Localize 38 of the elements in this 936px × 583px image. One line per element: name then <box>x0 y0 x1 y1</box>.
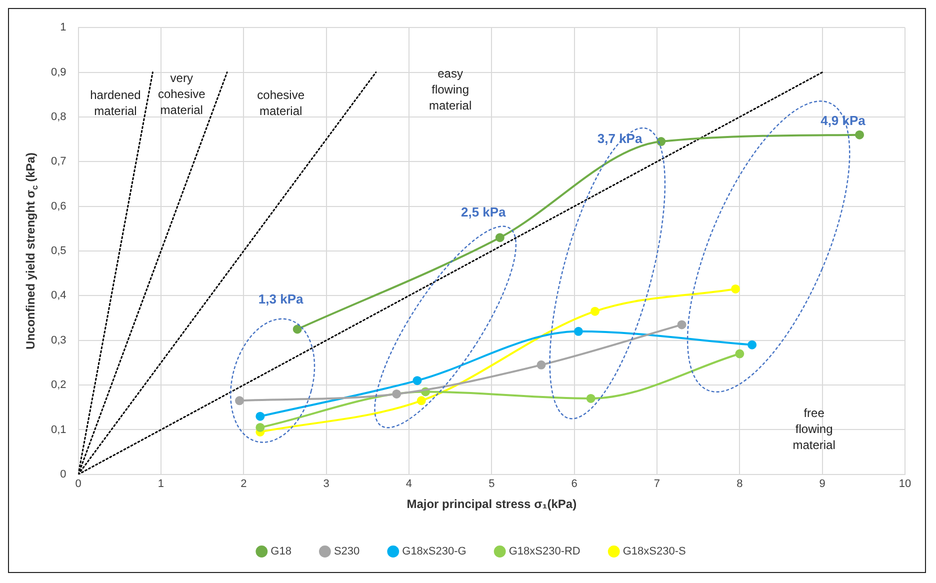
y-tick-label: 0,5 <box>50 245 66 258</box>
x-tick-label: 4 <box>406 478 412 490</box>
legend-label: G18xS230-RD <box>508 546 580 558</box>
y-tick-label: 0,1 <box>50 424 66 436</box>
y-tick-label: 0,9 <box>50 66 66 78</box>
y-tick-label: 0,4 <box>50 290 66 302</box>
x-tick-label: 1 <box>158 478 164 490</box>
x-tick-label: 2 <box>240 478 247 490</box>
x-tick-label: 0 <box>75 478 82 490</box>
x-tick-label: 5 <box>488 478 495 490</box>
annotation: 2,5 kPa <box>460 204 507 220</box>
x-axis-title: Major principal stress σ₁(kPa) <box>406 497 577 512</box>
y-tick-label: 0,8 <box>50 110 66 123</box>
legend-label: S230 <box>334 546 360 558</box>
annotation: hardened material <box>90 88 141 118</box>
annotation: 1,3 kPa <box>258 292 304 307</box>
y-tick-label: 0,6 <box>50 200 66 212</box>
y-tick-label: 1 <box>60 22 66 34</box>
annotation: 3,7 kPa <box>597 130 643 146</box>
x-tick-label: 10 <box>898 478 912 490</box>
y-tick-label: 0,7 <box>50 156 66 168</box>
annotation: easy flowing material <box>428 66 472 112</box>
x-tick-label: 7 <box>654 478 660 490</box>
y-tick-label: 0,2 <box>50 379 66 392</box>
x-tick-label: 9 <box>819 478 826 490</box>
legend-label: G18xS230-G <box>402 546 466 558</box>
annotation: 4,9 kPa <box>820 113 866 128</box>
annotation: free flowing material <box>792 406 836 452</box>
legend-label: G18 <box>270 546 292 558</box>
x-tick-label: 3 <box>323 478 330 490</box>
y-tick-label: 0,3 <box>50 334 66 346</box>
legend-label: G18xS230-S <box>622 546 686 558</box>
x-tick-label: 8 <box>736 478 743 490</box>
y-tick-label: 0 <box>60 468 66 480</box>
x-tick-label: 6 <box>571 478 578 490</box>
y-axis-title: Unconfined yield strenght σc (kPa) <box>23 152 40 350</box>
annotation: cohesive material <box>257 88 305 118</box>
annotation: very cohesive material <box>158 70 206 117</box>
